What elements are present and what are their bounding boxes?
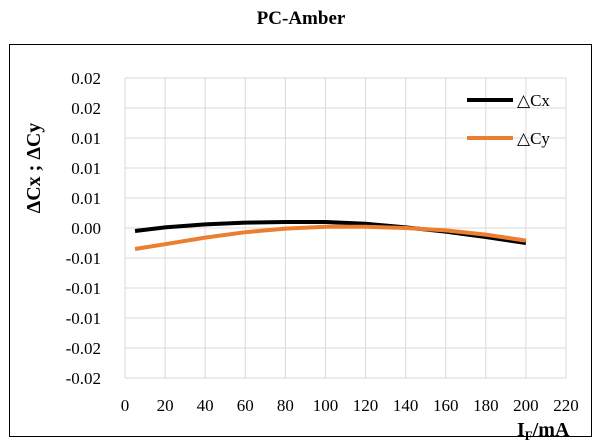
- legend-label-cy: △Cy: [517, 129, 550, 148]
- y-tick-label: 0.01: [71, 159, 101, 178]
- legend: △Cx △Cy: [467, 91, 550, 148]
- y-tick-label: -0.02: [66, 369, 101, 388]
- y-tick-label: -0.01: [66, 249, 101, 268]
- legend-label-cx: △Cx: [517, 91, 550, 110]
- grid: [124, 77, 567, 379]
- x-tick-label: 120: [353, 396, 379, 415]
- y-tick-label: 0.01: [71, 129, 101, 148]
- x-tick-label: 200: [513, 396, 539, 415]
- y-tick-label: 0.02: [71, 99, 101, 118]
- x-tick-label: 80: [277, 396, 294, 415]
- y-tick-label: 0.01: [71, 189, 101, 208]
- x-tick-label: 40: [197, 396, 214, 415]
- x-axis-ticks: 0 20 40 60 80 100 120 140 160 180 200 220: [121, 396, 579, 415]
- x-tick-label: 0: [121, 396, 130, 415]
- x-tick-label: 180: [473, 396, 499, 415]
- x-tick-label: 20: [157, 396, 174, 415]
- y-axis-ticks: -0.02 -0.02 -0.01 -0.01 -0.01 0.00 0.01 0.01 0.0…: [66, 69, 101, 388]
- x-tick-label: 220: [553, 396, 579, 415]
- chart-title: PC-Amber: [256, 8, 346, 29]
- series-line-cy: [134, 224, 527, 251]
- x-axis-title-main: I: [517, 419, 525, 441]
- x-tick-label: 60: [237, 396, 254, 415]
- x-tick-label: 100: [313, 396, 339, 415]
- x-axis-title-rest: /mA: [532, 419, 570, 441]
- y-tick-label: -0.01: [66, 279, 101, 298]
- y-axis-title: ΔCx ; ΔCy: [23, 123, 45, 214]
- y-tick-label: -0.02: [66, 339, 101, 358]
- x-tick-label: 140: [393, 396, 419, 415]
- x-tick-label: 160: [433, 396, 459, 415]
- y-tick-label: 0.00: [71, 219, 101, 238]
- y-tick-label: -0.01: [66, 309, 101, 328]
- y-tick-label: 0.02: [71, 69, 101, 88]
- chart-frame: [9, 44, 592, 437]
- series-lines: [134, 220, 527, 251]
- x-axis-title-sub: F: [525, 428, 533, 443]
- x-axis-title: IF/mA: [517, 419, 570, 443]
